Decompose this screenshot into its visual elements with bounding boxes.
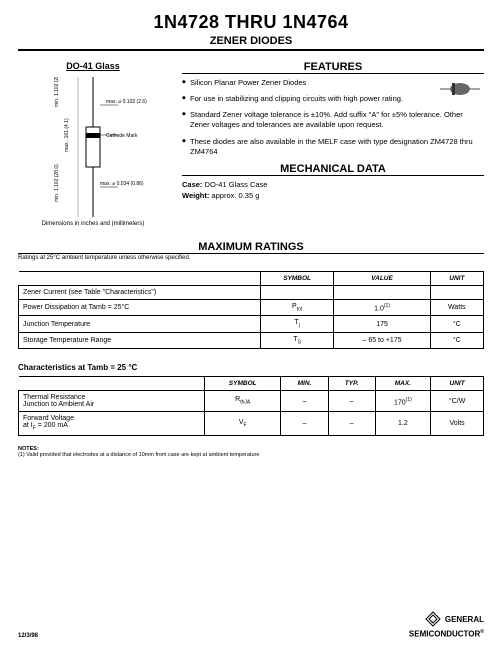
col-value: VALUE [334,272,430,286]
weight-line: Weight: approx. 0.35 g [182,191,484,200]
case-line: Case: DO-41 Glass Case [182,180,484,189]
features-list: Silicon Planar Power Zener Diodes For us… [182,78,484,157]
package-drawing: max. ⌀ 0.102 (2.6) Cathode Mark max. ⌀ 0… [38,77,148,217]
ratings-note: Ratings at 25°C ambient temperature unle… [18,255,484,261]
characteristics-table: SYMBOL MIN. TYP. MAX. UNIT Thermal Resis… [18,376,484,435]
table-row: Forward Voltageat IF = 200 mA VF – – 1.2… [19,412,484,435]
feature-item: These diodes are also available in the M… [182,137,484,157]
col-min: MIN. [281,377,328,391]
table-row: Junction Temperature Tj 175 °C [19,316,484,332]
max-ratings-heading: MAXIMUM RATINGS [18,241,484,254]
col-symbol: SYMBOL [205,377,281,391]
package-column: DO-41 Glass max. ⌀ 0.102 (2.6) Cathode M… [18,61,168,227]
col-unit: UNIT [431,377,484,391]
dim-left-mid: max. .161 (4.1) [64,118,70,152]
dim-top: max. ⌀ 0.102 (2.6) [106,99,147,105]
features-column: FEATURES Silicon Planar Power Zener Diod… [182,61,484,227]
logo-icon [425,611,441,629]
table-row: Thermal ResistanceJunction to Ambient Ai… [19,391,484,412]
brand-logo: GENERAL SEMICONDUCTOR® [409,611,484,639]
dimensions-note: Dimensions in inches and (millimeters) [18,221,168,227]
characteristics-heading: Characteristics at Tamb = 25 °C [18,363,484,372]
dim-left-top: min. 1.102 (28.0) [54,77,60,107]
feature-item: Standard Zener voltage tolerance is ±10%… [182,110,484,130]
feature-item: Silicon Planar Power Zener Diodes [182,78,484,88]
table-row: Power Dissipation at Tamb = 25°C Ptot 1.… [19,300,484,316]
dim-left-bot: min. 1.102 (28.0) [54,164,60,202]
table-row: Zener Current (see Table "Characteristic… [19,286,484,300]
max-ratings-table: SYMBOL VALUE UNIT Zener Current (see Tab… [18,271,484,349]
dim-bot: max. ⌀ 0.034 (0.86) [100,181,144,187]
page-subtitle: ZENER DIODES [18,35,484,51]
notes-section: NOTES: (1) Valid provided that electrode… [18,446,484,458]
col-unit: UNIT [430,272,483,286]
cathode-label: Cathode Mark [106,133,138,139]
top-section: DO-41 Glass max. ⌀ 0.102 (2.6) Cathode M… [18,61,484,227]
mechanical-heading: MECHANICAL DATA [182,163,484,176]
date-label: 12/3/98 [18,633,38,639]
mechanical-section: MECHANICAL DATA Case: DO-41 Glass Case W… [182,163,484,200]
package-title: DO-41 Glass [18,61,168,71]
feature-item: For use in stabilizing and clipping circ… [182,94,484,104]
col-max: MAX. [375,377,431,391]
col-typ: TYP. [328,377,375,391]
table-row: Storage Temperature Range TS – 65 to +17… [19,332,484,348]
features-heading: FEATURES [182,61,484,74]
footer: 12/3/98 GENERAL SEMICONDUCTOR® [18,611,484,639]
col-symbol: SYMBOL [260,272,334,286]
component-photo-icon [440,78,480,100]
page-title: 1N4728 THRU 1N4764 [18,12,484,33]
